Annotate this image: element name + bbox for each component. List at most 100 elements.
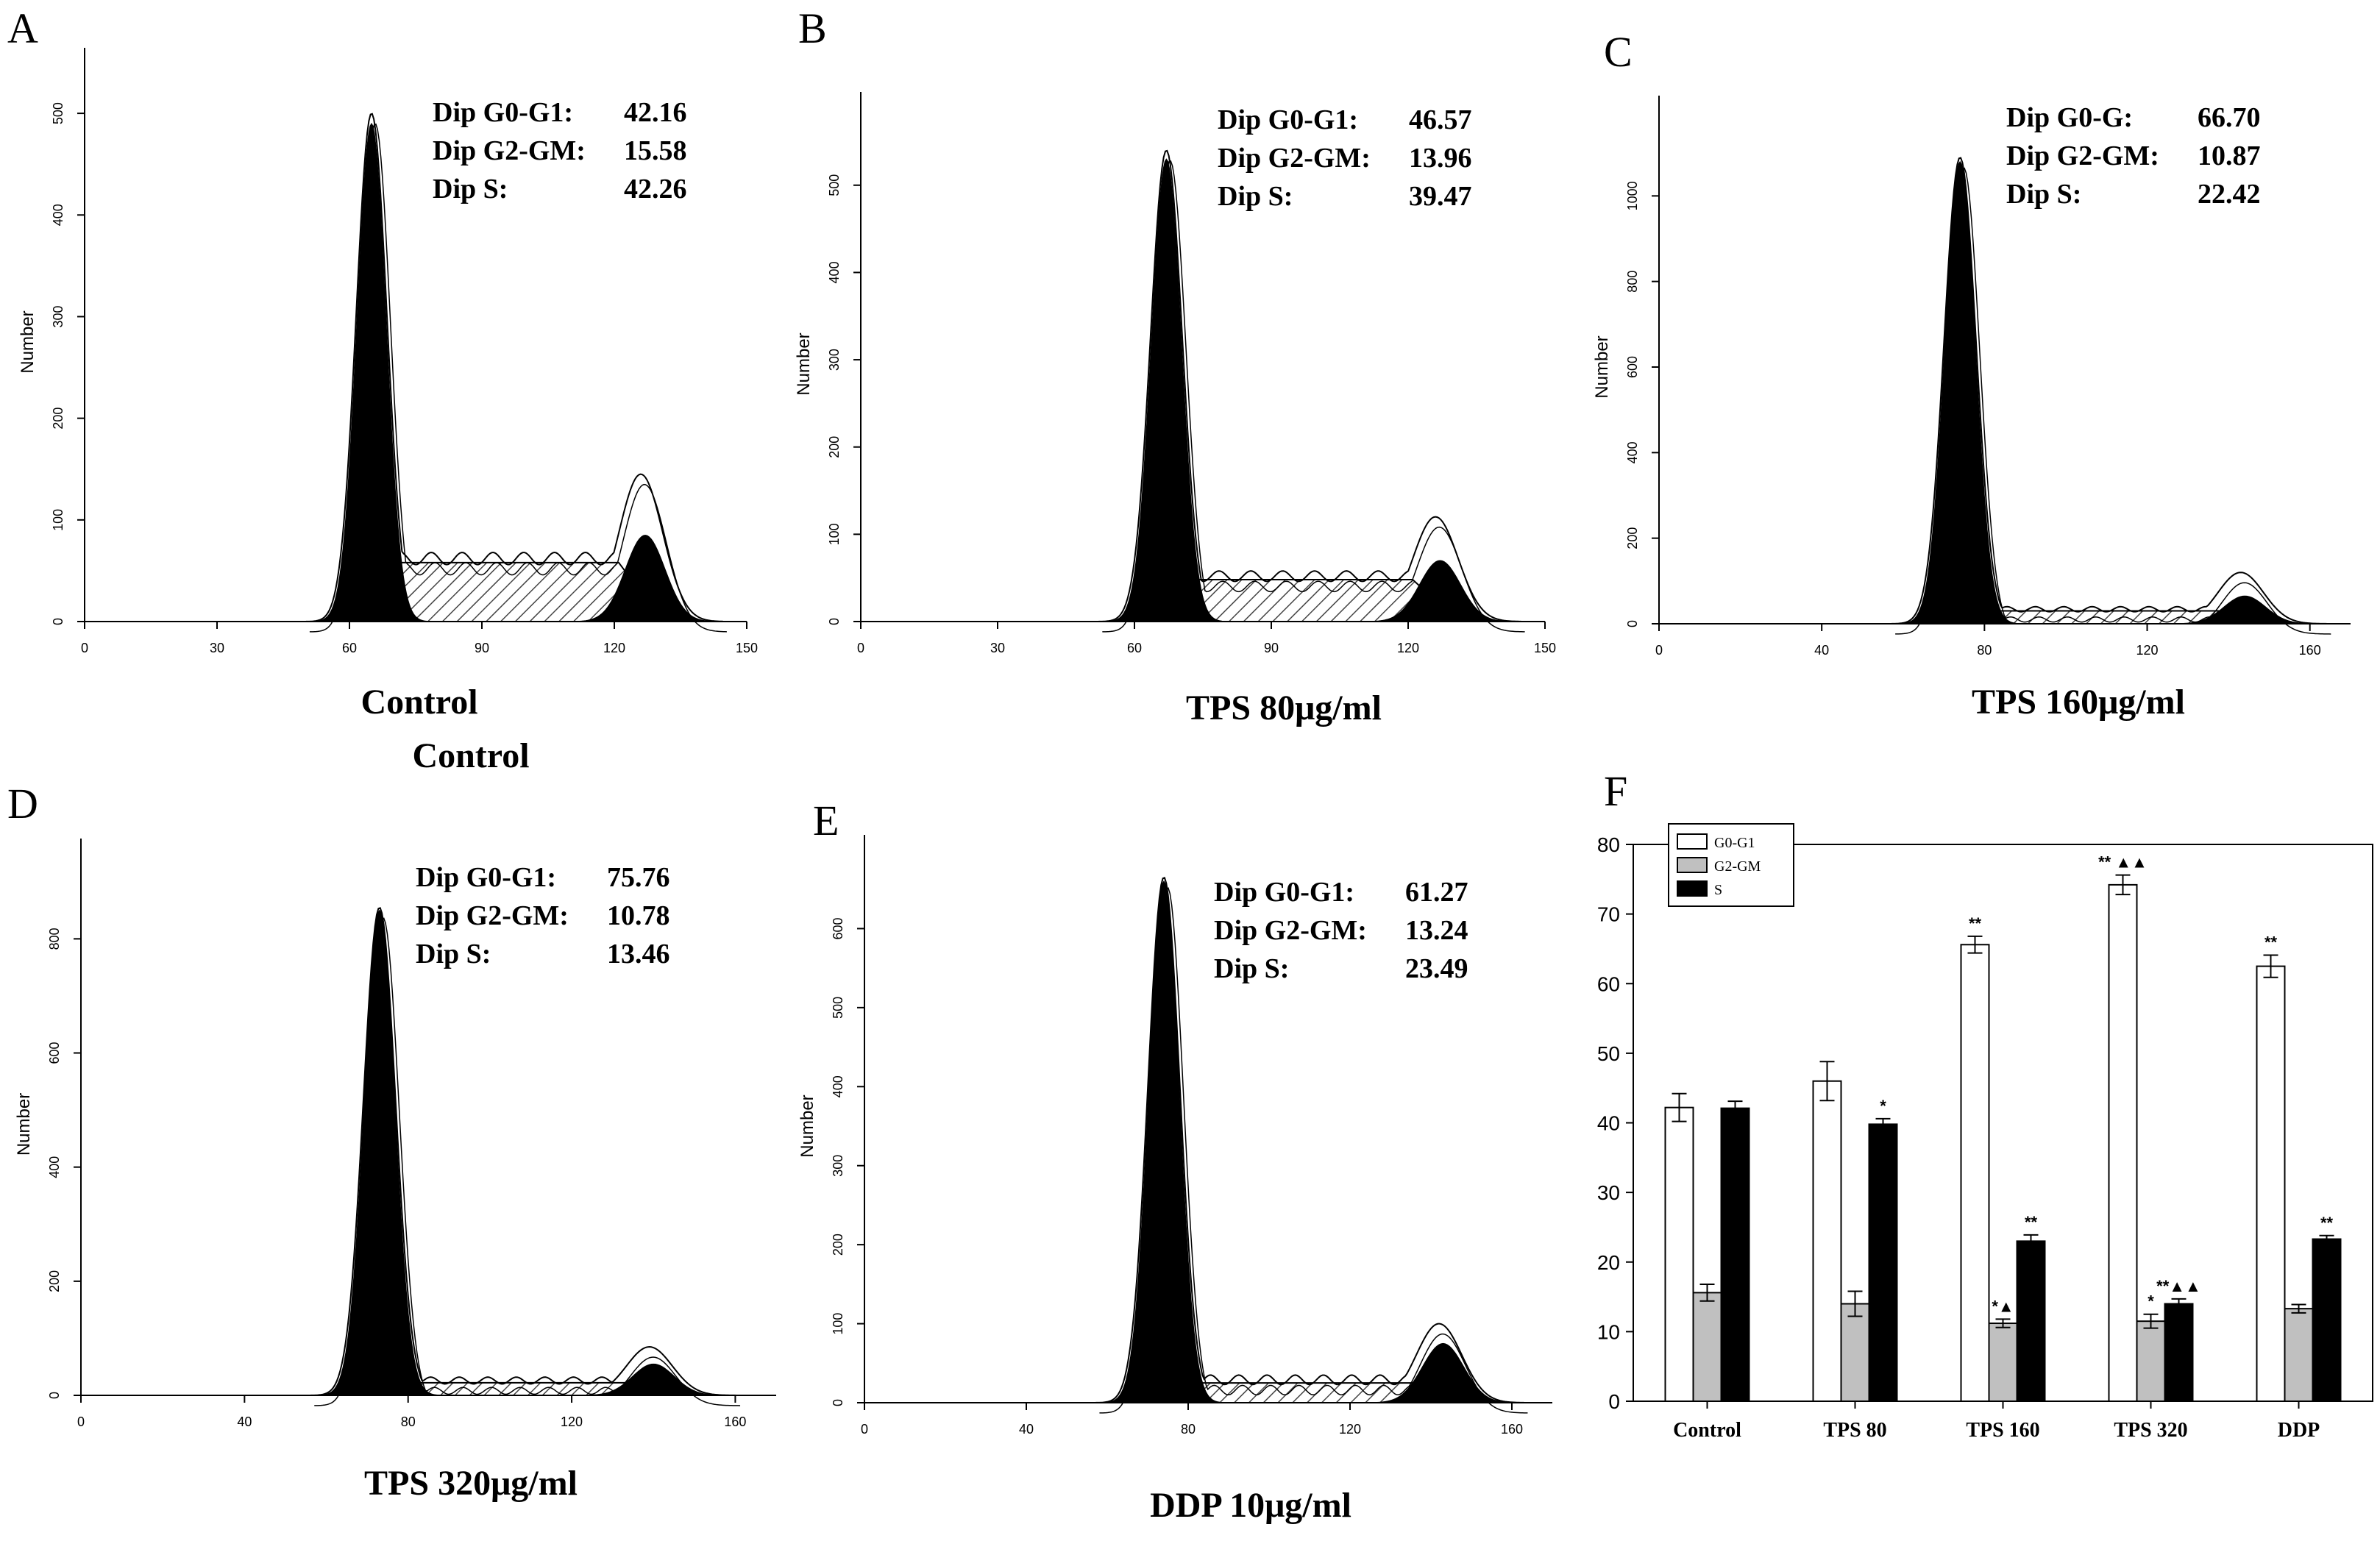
- stat-label-b: Dip G0-G1:: [1218, 104, 1358, 135]
- y-tick-label-e: 300: [831, 1155, 845, 1177]
- histogram-outline-d: [310, 907, 737, 1396]
- histogram-outline-fit-d: [314, 917, 741, 1406]
- y-tick-label-d: 800: [47, 928, 62, 950]
- histogram-plot-b: 0 30 60 90 120 150 0 100 200 300 400 500 Number Dip G…: [794, 92, 1556, 655]
- histogram-outline-fit-e: [1099, 887, 1528, 1414]
- stat-value-b: 39.47: [1409, 181, 1472, 212]
- category-label-f: TPS 160: [1966, 1419, 2039, 1442]
- y-tick-label-f: 60: [1597, 972, 1620, 995]
- y-tick-label-a: 300: [51, 305, 65, 327]
- caption-a-repeat: Control: [412, 736, 529, 775]
- g0-g1-peak-c: [1898, 160, 2022, 624]
- stat-label-b: Dip G2-GM:: [1218, 143, 1371, 174]
- caption-e: DDP 10μg/ml: [1150, 1486, 1351, 1525]
- stat-value-b: 13.96: [1409, 143, 1472, 174]
- g2-gm-peak-a: [575, 535, 715, 622]
- caption-b: TPS 80μg/ml: [1186, 688, 1382, 727]
- legend-swatch-s: [1677, 880, 1708, 897]
- significance-mark-g2-gm: *▲: [1992, 1297, 2014, 1315]
- y-tick-label-b: 100: [827, 523, 842, 545]
- y-tick-label-e: 500: [831, 997, 845, 1019]
- y-tick-label-a: 0: [51, 618, 65, 625]
- stat-label-d: Dip G0-G1:: [416, 862, 556, 893]
- y-tick-label-e: 400: [831, 1075, 845, 1097]
- stat-label-e: Dip G2-GM:: [1214, 915, 1367, 946]
- stat-label-d: Dip S:: [416, 939, 491, 969]
- significance-mark-s: **: [2320, 1214, 2334, 1232]
- y-tick-label-c: 200: [1625, 527, 1640, 549]
- stat-value-a: 42.26: [624, 174, 687, 204]
- y-tick-label-c: 1000: [1625, 181, 1640, 210]
- stat-label-c: Dip G2-GM:: [2006, 140, 2159, 171]
- panel-a-histogram: A 0 30 60 90 120 150 0 100 200 300 400 500 Number Dip…: [7, 4, 758, 775]
- significance-mark-s: *: [1880, 1097, 1886, 1115]
- x-tick-label-b: 120: [1397, 641, 1419, 655]
- bar-g2-gm: [1692, 1292, 1722, 1403]
- histogram-outline-fit-b: [1102, 160, 1525, 633]
- category-label-f: TPS 320: [2114, 1419, 2187, 1442]
- stat-value-a: 15.58: [624, 135, 687, 166]
- significance-mark-s: **: [2025, 1213, 2038, 1231]
- y-tick-label-b: 500: [827, 174, 842, 196]
- bar-g0-g1: [1664, 1106, 1694, 1402]
- bar-s: [1868, 1123, 1898, 1402]
- y-tick-label-a: 100: [51, 509, 65, 531]
- x-tick-label-a: 90: [475, 641, 489, 655]
- stat-value-b: 46.57: [1409, 104, 1472, 135]
- y-tick-label-d: 200: [47, 1270, 62, 1292]
- bar-g0-g1: [2256, 965, 2286, 1402]
- y-axis-label-c: Number: [1592, 335, 1612, 398]
- y-tick-label-d: 400: [47, 1156, 62, 1178]
- category-label-f: TPS 80: [1823, 1419, 1886, 1442]
- y-tick-label-d: 600: [47, 1042, 62, 1064]
- stat-value-c: 22.42: [2198, 179, 2261, 210]
- stat-label-c: Dip G0-G:: [2006, 102, 2133, 133]
- x-tick-label-e: 160: [1501, 1422, 1523, 1437]
- y-tick-label-c: 800: [1625, 271, 1640, 293]
- stat-value-d: 75.76: [607, 862, 670, 893]
- stat-label-d: Dip G2-GM:: [416, 900, 569, 931]
- histogram-outline-fit-c: [1895, 167, 2331, 635]
- x-tick-label-b: 0: [857, 641, 864, 655]
- bar-g0-g1: [2108, 883, 2138, 1402]
- y-tick-label-e: 600: [831, 917, 845, 939]
- y-tick-label-f: 10: [1597, 1320, 1620, 1343]
- y-tick-label-d: 0: [47, 1392, 62, 1399]
- caption-a: Control: [360, 683, 477, 722]
- significance-mark-g0-g1: **: [2264, 933, 2278, 951]
- g0-g1-peak-e: [1103, 880, 1225, 1403]
- histogram-outline-c: [1891, 157, 2328, 624]
- g0-g1-peak-a: [313, 122, 430, 622]
- significance-mark-g2-gm: *: [2148, 1292, 2154, 1311]
- legend-label-s: S: [1714, 882, 1722, 898]
- x-tick-label-d: 80: [401, 1414, 416, 1429]
- legend-label-g2-gm: G2-GM: [1714, 858, 1761, 875]
- stat-value-a: 42.16: [624, 97, 687, 128]
- panel-label-f: F: [1604, 767, 1627, 815]
- y-axis-label-d: Number: [14, 1093, 34, 1156]
- x-tick-label-b: 30: [990, 641, 1005, 655]
- y-axis-label-e: Number: [798, 1095, 817, 1157]
- y-tick-label-b: 200: [827, 436, 842, 458]
- x-tick-label-c: 80: [1977, 643, 1992, 658]
- panel-f-bar-chart: F 0 10 20 30 40 50 60 70 80 Control TPS 80 * TPS 160…: [1597, 767, 2373, 1442]
- g2-gm-peak-d: [580, 1363, 727, 1396]
- x-tick-label-e: 120: [1339, 1422, 1361, 1437]
- y-tick-label-c: 0: [1625, 620, 1640, 627]
- y-tick-label-e: 100: [831, 1313, 845, 1335]
- bar-g0-g1: [1960, 944, 1990, 1402]
- y-tick-label-f: 50: [1597, 1042, 1620, 1065]
- x-tick-label-c: 120: [2136, 643, 2159, 658]
- bar-g0-g1: [1812, 1080, 1842, 1402]
- legend-swatch-g2-gm: [1677, 857, 1708, 873]
- stat-value-c: 10.87: [2198, 140, 2261, 171]
- legend-label-g0-g1: G0-G1: [1714, 835, 1755, 851]
- y-tick-label-b: 400: [827, 261, 842, 283]
- stat-label-b: Dip S:: [1218, 181, 1293, 212]
- category-label-f: Control: [1673, 1419, 1741, 1442]
- y-tick-label-f: 40: [1597, 1112, 1620, 1135]
- significance-mark-g0-g1: **: [1969, 914, 1982, 933]
- y-tick-label-c: 400: [1625, 441, 1640, 463]
- histogram-plot-d: 0 40 80 120 160 0 200 400 600 800 Number Dip G0-G1:…: [14, 839, 776, 1429]
